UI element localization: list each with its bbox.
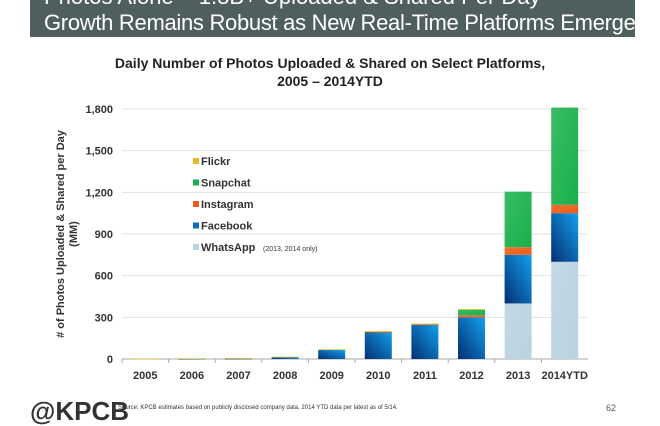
bar-flickr-2010 xyxy=(364,331,392,332)
legend-swatch-whatsapp xyxy=(193,244,199,250)
legend-swatch-snapchat xyxy=(193,179,199,186)
header-line-1: Photos Alone = 1.8B+ Uploaded & Shared P… xyxy=(44,0,541,10)
legend-swatch-flickr xyxy=(193,158,199,164)
bar-facebook-2008 xyxy=(271,357,299,359)
y-tick-label: 300 xyxy=(95,312,113,324)
x-tick-label: 2010 xyxy=(366,370,390,382)
bar-facebook-2011 xyxy=(411,324,439,359)
y-tick-label: 600 xyxy=(95,271,113,283)
bar-instagram-2011 xyxy=(411,324,439,326)
bar-facebook-2010 xyxy=(364,331,392,359)
x-tick-label: 2011 xyxy=(413,370,437,382)
slide-header: Photos Alone = 1.8B+ Uploaded & Shared P… xyxy=(30,0,635,37)
bar-facebook-2014YTD xyxy=(551,213,579,262)
bar-instagram-2012 xyxy=(458,315,485,318)
bar-flickr-2005 xyxy=(131,358,159,360)
y-tick-label: 1,200 xyxy=(85,187,113,199)
stacked-bar-chart: 0 300 600 900 1,200 1,500 1,800 2005 2006 2007 200… xyxy=(55,104,588,382)
legend-label-flickr: Flickr xyxy=(201,156,231,168)
legend-label-facebook: Facebook xyxy=(201,221,253,233)
source-note: Source: KPCB estimates based on publicly… xyxy=(118,405,398,411)
bar-snapchat-2013 xyxy=(504,191,532,248)
legend-label-instagram: Instagram xyxy=(201,199,254,211)
bar-whatsapp-2013 xyxy=(504,303,532,359)
bar-flickr-2012 xyxy=(458,309,485,310)
header-line-2: Growth Remains Robust as New Real-Time P… xyxy=(44,10,635,35)
legend-note: (2013, 2014 only) xyxy=(263,246,317,253)
y-axis-label: # of Photos Uploaded & Shared per Day xyxy=(55,129,67,338)
bar-snapchat-2012 xyxy=(458,309,485,316)
x-tick-label: 2014YTD xyxy=(541,370,588,382)
x-tick-label: 2012 xyxy=(459,370,483,382)
y-tick-label: 0 xyxy=(107,354,113,366)
x-tick-label: 2009 xyxy=(319,370,343,382)
y-axis-label-unit: (MM) xyxy=(68,221,80,247)
y-tick-label: 1,500 xyxy=(85,146,113,158)
legend-label-whatsapp: WhatsApp xyxy=(201,242,256,254)
page-number: 62 xyxy=(606,403,617,413)
chart-title-block: Daily Number of Photos Uploaded & Shared… xyxy=(0,54,660,90)
y-tick-label: 1,800 xyxy=(85,104,113,116)
bar-instagram-2010 xyxy=(364,331,392,333)
bar-facebook-2012 xyxy=(458,317,485,359)
chart-title: Daily Number of Photos Uploaded & Shared… xyxy=(114,55,546,71)
bar-facebook-2013 xyxy=(504,254,532,304)
legend-swatch-facebook xyxy=(193,222,199,229)
bar-flickr-2006 xyxy=(178,358,206,360)
chart-subtitle: 2005 – 2014YTD xyxy=(277,73,383,89)
bar-snapchat-2014YTD xyxy=(551,107,579,205)
y-tick-label: 900 xyxy=(95,229,113,241)
legend-swatch-instagram xyxy=(193,201,199,207)
kpcb-logo: @KPCB xyxy=(30,396,130,426)
x-tick-label: 2005 xyxy=(133,370,157,382)
bar-facebook-2009 xyxy=(318,349,346,359)
bar-facebook-2006 xyxy=(178,358,206,360)
x-tick-label: 2008 xyxy=(273,370,297,382)
x-tick-label: 2013 xyxy=(506,370,530,382)
bar-flickr-2009 xyxy=(318,349,346,351)
bar-instagram-2014YTD xyxy=(551,204,579,214)
bar-flickr-2008 xyxy=(271,356,299,358)
bar-instagram-2013 xyxy=(504,247,532,255)
bar-flickr-2011 xyxy=(411,323,439,325)
legend-label-snapchat: Snapchat xyxy=(201,178,251,190)
x-tick-label: 2006 xyxy=(180,370,204,382)
bar-whatsapp-2014YTD xyxy=(551,261,579,359)
bar-facebook-2007 xyxy=(225,358,252,360)
x-tick-label: 2007 xyxy=(226,370,250,382)
bar-flickr-2007 xyxy=(225,358,252,359)
